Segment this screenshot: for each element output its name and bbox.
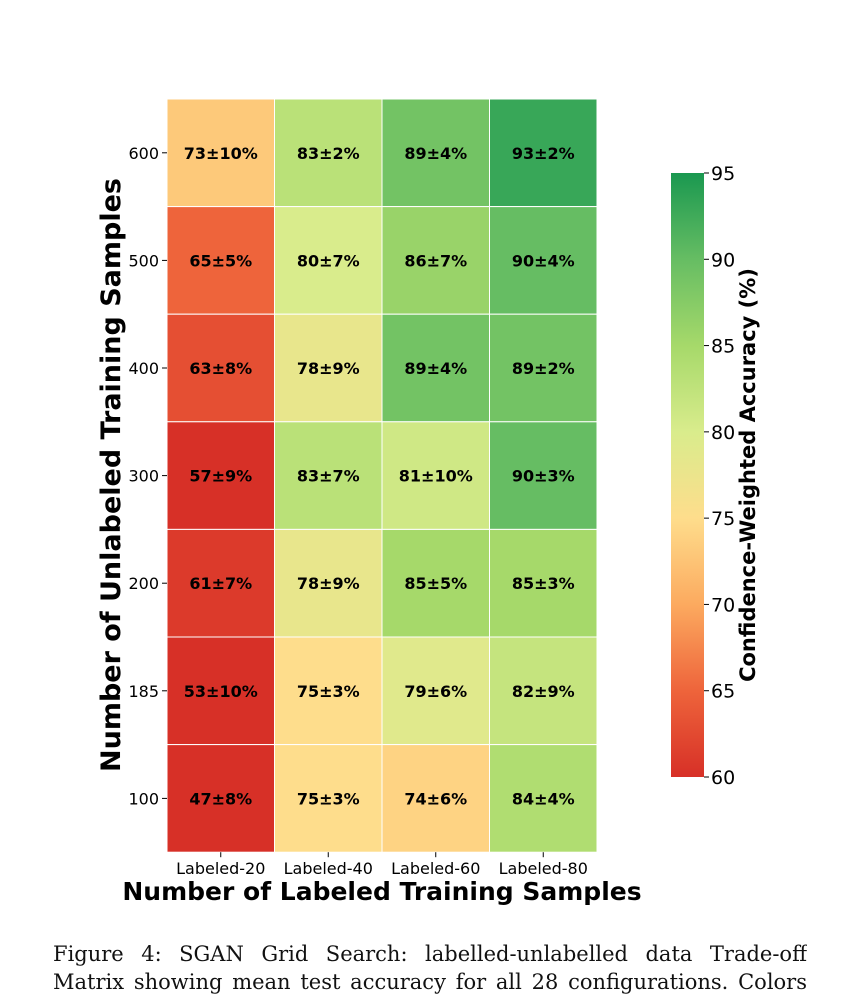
cell-label: 83±7%	[297, 467, 360, 486]
colorbar-tick-label: 85	[711, 336, 735, 358]
x-axis-label: Number of Labeled Training Samples	[122, 877, 641, 906]
cell-label: 78±9%	[297, 574, 360, 593]
cell-label: 47±8%	[189, 789, 252, 808]
colorbar-tick-label: 75	[711, 508, 735, 530]
heatmap-cell	[166, 528, 275, 638]
cell-label: 86±7%	[404, 251, 467, 270]
cell-label: 85±5%	[404, 574, 467, 593]
heatmap-cell	[489, 636, 598, 746]
y-tick-label: 185	[128, 682, 159, 701]
heatmap-cell	[489, 98, 598, 208]
colorbar-tick-label: 70	[711, 594, 735, 616]
heatmap-cell	[489, 421, 598, 530]
colorbar-label: Confidence-Weighted Accuracy (%)	[736, 268, 760, 682]
x-tick-label: Labeled-60	[391, 859, 480, 878]
cell-label: 53±10%	[184, 682, 258, 701]
heatmap-cell	[381, 421, 490, 530]
heatmap-cell	[489, 744, 598, 853]
y-axis-label: Number of Unlabeled Training Samples	[96, 178, 127, 772]
y-tick-label: 500	[128, 251, 159, 270]
heatmap-cell	[274, 98, 383, 208]
cell-label: 65±5%	[189, 251, 252, 270]
y-tick-label: 300	[128, 467, 159, 486]
cell-label: 73±10%	[184, 144, 258, 163]
cell-label: 78±9%	[297, 359, 360, 378]
cell-label: 74±6%	[404, 789, 467, 808]
colorbar	[671, 173, 704, 777]
heatmap-cell	[274, 206, 383, 315]
heatmap-cell	[489, 313, 598, 423]
heatmap-cell	[166, 421, 275, 530]
cell-label: 82±9%	[512, 682, 575, 701]
cell-label: 75±3%	[297, 789, 360, 808]
heatmap-cell-labels: 73±10% 83±2% 89±4% 93±2% 65±5% 80±7% 86±7% 90±4…	[184, 144, 575, 809]
cell-label: 84±4%	[512, 789, 575, 808]
colorbar-tick-label: 65	[711, 681, 735, 703]
colorbar-ticks: 60 65 70 75 80 85 90 95	[704, 163, 735, 789]
cell-label: 90±4%	[512, 251, 575, 270]
heatmap-cell	[166, 206, 275, 315]
heatmap-figure: 73±10% 83±2% 89±4% 93±2% 65±5% 80±7% 86±7% 90±4…	[96, 98, 760, 906]
heatmap-cell	[489, 206, 598, 315]
cell-label: 83±2%	[297, 144, 360, 163]
x-tick-label: Labeled-20	[176, 859, 265, 878]
cell-label: 57±9%	[189, 467, 252, 486]
y-tick-label: 200	[128, 574, 159, 593]
x-axis-ticks: Labeled-20 Labeled-40 Labeled-60 Labeled-80	[176, 852, 588, 878]
colorbar-tick-label: 90	[711, 249, 735, 271]
heatmap-cell	[274, 421, 383, 530]
cell-label: 75±3%	[297, 682, 360, 701]
y-tick-label: 600	[128, 144, 159, 163]
cell-label: 85±3%	[512, 574, 575, 593]
x-tick-label: Labeled-40	[284, 859, 373, 878]
heatmap-cells	[166, 98, 598, 853]
cell-label: 61±7%	[189, 574, 252, 593]
heatmap-cell	[166, 744, 275, 853]
y-axis-ticks: 600 500 400 300 200 185 100	[128, 144, 167, 808]
heatmap-cell	[274, 528, 383, 638]
heatmap-cell	[381, 98, 490, 208]
heatmap-cell	[274, 313, 383, 423]
cell-label: 89±4%	[404, 359, 467, 378]
heatmap-cell	[166, 636, 275, 746]
cell-label: 89±2%	[512, 359, 575, 378]
cell-label: 63±8%	[189, 359, 252, 378]
y-tick-label: 100	[128, 789, 159, 808]
figure-caption: Figure 4: SGAN Grid Search: labelled-unl…	[53, 942, 807, 994]
colorbar-tick-label: 80	[711, 422, 735, 444]
cell-label: 93±2%	[512, 144, 575, 163]
heatmap-cell	[381, 636, 490, 746]
colorbar-tick-label: 95	[711, 163, 735, 185]
cell-label: 79±6%	[404, 682, 467, 701]
heatmap-cell	[489, 528, 598, 638]
x-tick-label: Labeled-80	[499, 859, 588, 878]
y-tick-label: 400	[128, 359, 159, 378]
cell-label: 89±4%	[404, 144, 467, 163]
heatmap-cell	[381, 744, 490, 853]
cell-label: 90±3%	[512, 467, 575, 486]
heatmap-cell	[166, 98, 275, 208]
heatmap-cell	[381, 528, 490, 638]
colorbar-tick-label: 60	[711, 767, 735, 789]
cell-label: 80±7%	[297, 251, 360, 270]
heatmap-cell	[274, 636, 383, 746]
cell-label: 81±10%	[399, 467, 473, 486]
